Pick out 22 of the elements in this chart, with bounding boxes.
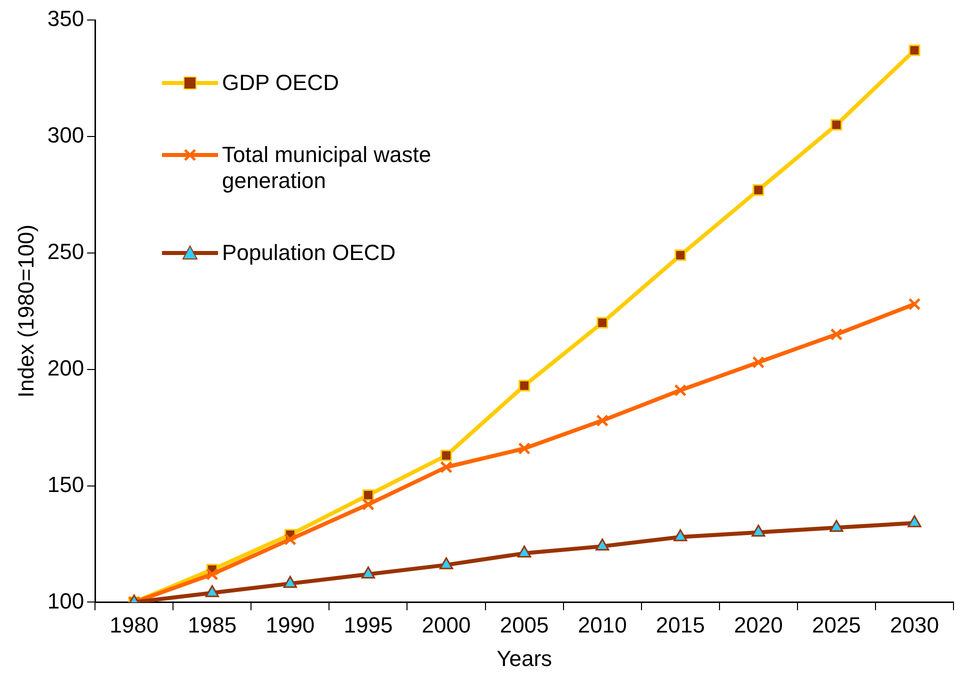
y-tick-label: 150 [47, 472, 84, 497]
x-tick-label: 1985 [188, 612, 237, 638]
legend-label: Total municipal waste generation [222, 142, 432, 194]
y-tick-label: 350 [47, 6, 84, 32]
x-tick-label: 2025 [812, 612, 861, 638]
legend-label: GDP OECD [222, 70, 339, 96]
y-tick-label: 250 [47, 238, 84, 264]
y-tick-label: 100 [47, 588, 84, 614]
x-tick-label: 2015 [656, 612, 705, 638]
x-tick-label: 1990 [266, 612, 315, 638]
legend-label: Population OECD [222, 240, 396, 266]
x-tick-label: 1980 [110, 612, 159, 638]
x-tick-label: 2020 [734, 612, 783, 638]
y-tick-label: 200 [47, 355, 84, 380]
x-tick-label: 2005 [500, 612, 549, 638]
x-tick-label: 2010 [578, 612, 627, 638]
x-tick-label: 1995 [344, 612, 393, 638]
x-tick-label: 2000 [422, 612, 471, 638]
x-tick-label: 2030 [890, 612, 939, 638]
y-axis-title: Index (1980=100) [13, 224, 38, 398]
y-tick-label: 300 [47, 122, 84, 148]
x-axis-title: Years [496, 646, 552, 671]
